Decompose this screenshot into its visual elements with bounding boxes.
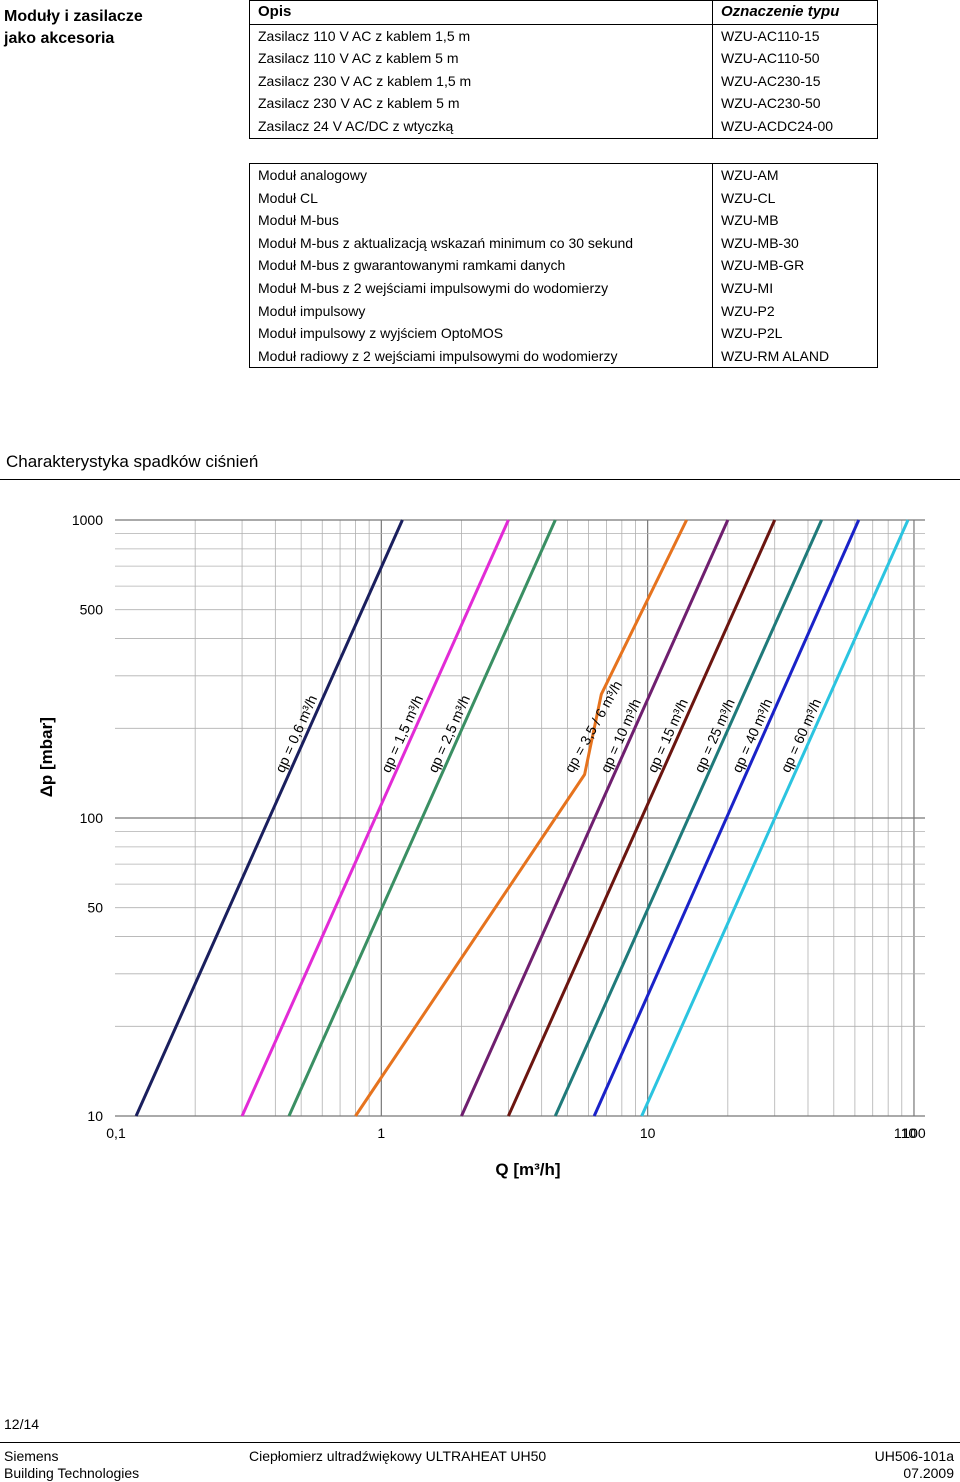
footer-division: Building Technologies (4, 1465, 140, 1481)
row-description: Zasilacz 24 V AC/DC z wtyczką (249, 114, 713, 139)
series-line (287, 519, 557, 1117)
row-description: Moduł impulsowy (249, 299, 713, 323)
section-title: Charakterystyka spadków ciśnień (6, 452, 259, 471)
series-label: qp = 0,6 m³/h (272, 693, 320, 775)
footer-company: Siemens (4, 1448, 59, 1464)
row-description: Moduł M-bus z aktualizacją wskazań minim… (249, 231, 713, 255)
side-title-line-1: Moduły i zasilacze (4, 8, 143, 25)
footer-divider (0, 1442, 960, 1443)
series-line (240, 519, 510, 1117)
y-tick-label: 500 (80, 602, 104, 618)
series-line (553, 519, 823, 1117)
row-type-code: WZU-CL (721, 189, 776, 206)
table-row: Moduł M-bus WZU-MB (249, 209, 878, 232)
page-number: 12/14 (4, 1416, 40, 1432)
y-tick-label: 1000 (72, 512, 103, 528)
column-header-type: Oznaczenie typu (712, 0, 878, 25)
table-row: Moduł M-bus z aktualizacją wskazań minim… (249, 231, 878, 255)
table-row: Zasilacz 230 V AC z kablem 5 m WZU-AC230-… (249, 92, 878, 115)
row-description: Moduł M-bus (249, 209, 713, 232)
side-title: Moduły i zasilacze jako akcesoria (4, 6, 204, 50)
series-line (354, 519, 688, 1117)
row-type-code: WZU-AC230-50 (721, 95, 821, 112)
row-description: Moduł impulsowy z wyjściem OptoMOS (249, 322, 713, 345)
row-type-code: WZU-AC110-50 (721, 50, 820, 67)
series-label: qp = 2,5 m³/h (425, 693, 473, 775)
row-type-code: WZU-AC110-15 (721, 27, 820, 44)
footer-product: Ciepłomierz ultradźwiękowy ULTRAHEAT UH5… (249, 1448, 547, 1464)
row-type-code: WZU-MB (721, 212, 779, 229)
series-line (460, 519, 730, 1117)
table-row: Moduł impulsowy WZU-P2 (249, 299, 878, 323)
row-type-code: WZU-ACDC24-00 (721, 117, 834, 134)
row-type-code: WZU-AC230-15 (721, 72, 821, 89)
x-axis-label: Q [m³/h] (495, 1160, 560, 1179)
x-tick-label: 10 (640, 1125, 656, 1141)
row-description: Moduł CL (249, 186, 713, 210)
table-row: Moduł impulsowy z wyjściem OptoMOS WZU-P2… (249, 322, 878, 345)
table-row: Zasilacz 110 V AC z kablem 1,5 m WZU-AC11… (249, 24, 878, 48)
x-tick-label: 100 (902, 1125, 926, 1141)
column-header-description: Opis (249, 0, 713, 25)
row-description: Zasilacz 230 V AC z kablem 1,5 m (249, 69, 713, 93)
table-row: Moduł CL WZU-CL (249, 186, 878, 210)
row-description: Moduł radiowy z 2 wejściami impulsowymi … (249, 344, 713, 368)
row-type-code: WZU-MB-30 (721, 234, 799, 251)
y-tick-label: 10 (87, 1108, 103, 1124)
side-title-line-2: jako akcesoria (4, 30, 115, 47)
section-divider (0, 479, 960, 480)
y-tick-label: 50 (87, 900, 103, 916)
series-label: qp = 1,5 m³/h (378, 693, 426, 775)
series-line (507, 519, 777, 1117)
series-line (592, 519, 861, 1117)
x-tick-label: 0,1 (106, 1125, 126, 1141)
row-description: Zasilacz 110 V AC z kablem 1,5 m (249, 24, 713, 48)
footer-date: 07.2009 (903, 1465, 954, 1481)
row-type-code: WZU-P2 (721, 302, 775, 319)
row-description: Moduł M-bus z gwarantowanymi ramkami dan… (249, 254, 713, 277)
row-type-code: WZU-AM (721, 167, 779, 183)
power-supply-table: Opis Oznaczenie typu Zasilacz 110 V AC z… (249, 0, 878, 139)
table-row: Zasilacz 24 V AC/DC z wtyczką WZU-ACDC24-… (249, 114, 878, 139)
table-row: Zasilacz 230 V AC z kablem 1,5 m WZU-AC23… (249, 69, 878, 93)
pressure-drop-chart: qp = 0,6 m³/h qp = 1,5 m³/hqp = 2,5 m³/h q… (37, 512, 926, 1179)
footer-doc-id: UH506-101a (874, 1448, 954, 1464)
row-type-code: WZU-MB-GR (721, 257, 805, 274)
y-tick-label: 100 (80, 810, 104, 826)
x-tick-label: 110 (894, 1125, 917, 1141)
row-description: Zasilacz 230 V AC z kablem 5 m (249, 92, 713, 115)
table-row: Moduł M-bus z gwarantowanymi ramkami dan… (249, 254, 878, 277)
table-row: Moduł M-bus z 2 wejściami impulsowymi do… (249, 276, 878, 300)
table-row: Moduł analogowy WZU-AM (249, 163, 878, 187)
row-type-code: WZU-P2L (721, 325, 783, 342)
table-header-row: Opis Oznaczenie typu (249, 0, 878, 25)
row-description: Zasilacz 110 V AC z kablem 5 m (249, 47, 713, 70)
table-row: Zasilacz 110 V AC z kablem 5 m WZU-AC110-… (249, 47, 878, 70)
x-tick-label: 1 (377, 1125, 385, 1141)
table-row: Moduł radiowy z 2 wejściami impulsowymi … (249, 344, 878, 368)
series-line (134, 519, 404, 1117)
series-line (640, 519, 910, 1117)
row-description: Moduł M-bus z 2 wejściami impulsowymi do… (249, 276, 713, 300)
y-axis-label: Δp [mbar] (37, 717, 56, 797)
row-type-code: WZU-MI (721, 279, 774, 296)
module-table: Moduł analogowy WZU-AM Moduł CL WZU-CL Mod… (249, 163, 878, 369)
row-description: Moduł analogowy (249, 163, 713, 187)
row-type-code: WZU-RM ALAND (721, 347, 830, 364)
